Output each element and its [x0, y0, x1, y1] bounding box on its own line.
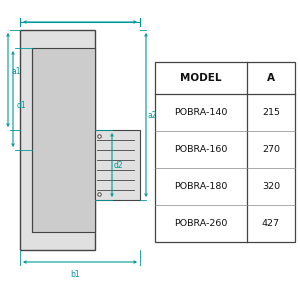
Bar [155, 62, 295, 242]
Text: d1: d1 [17, 100, 27, 109]
Text: POBRA-160: POBRA-160 [174, 145, 228, 154]
Bar [95, 130, 140, 200]
Bar [32, 48, 95, 232]
Text: d2: d2 [114, 160, 124, 169]
Text: A: A [267, 73, 275, 83]
Text: 320: 320 [262, 182, 280, 191]
Text: POBRA-140: POBRA-140 [174, 108, 228, 117]
Text: POBRA-180: POBRA-180 [174, 182, 228, 191]
Text: MODEL: MODEL [180, 73, 222, 83]
Text: 270: 270 [262, 145, 280, 154]
Text: b1: b1 [70, 270, 80, 279]
Bar [20, 30, 95, 250]
Text: POBRA-260: POBRA-260 [174, 219, 228, 228]
Text: 427: 427 [262, 219, 280, 228]
Text: a1: a1 [12, 68, 22, 76]
Text: 215: 215 [262, 108, 280, 117]
Text: a2: a2 [148, 110, 158, 119]
